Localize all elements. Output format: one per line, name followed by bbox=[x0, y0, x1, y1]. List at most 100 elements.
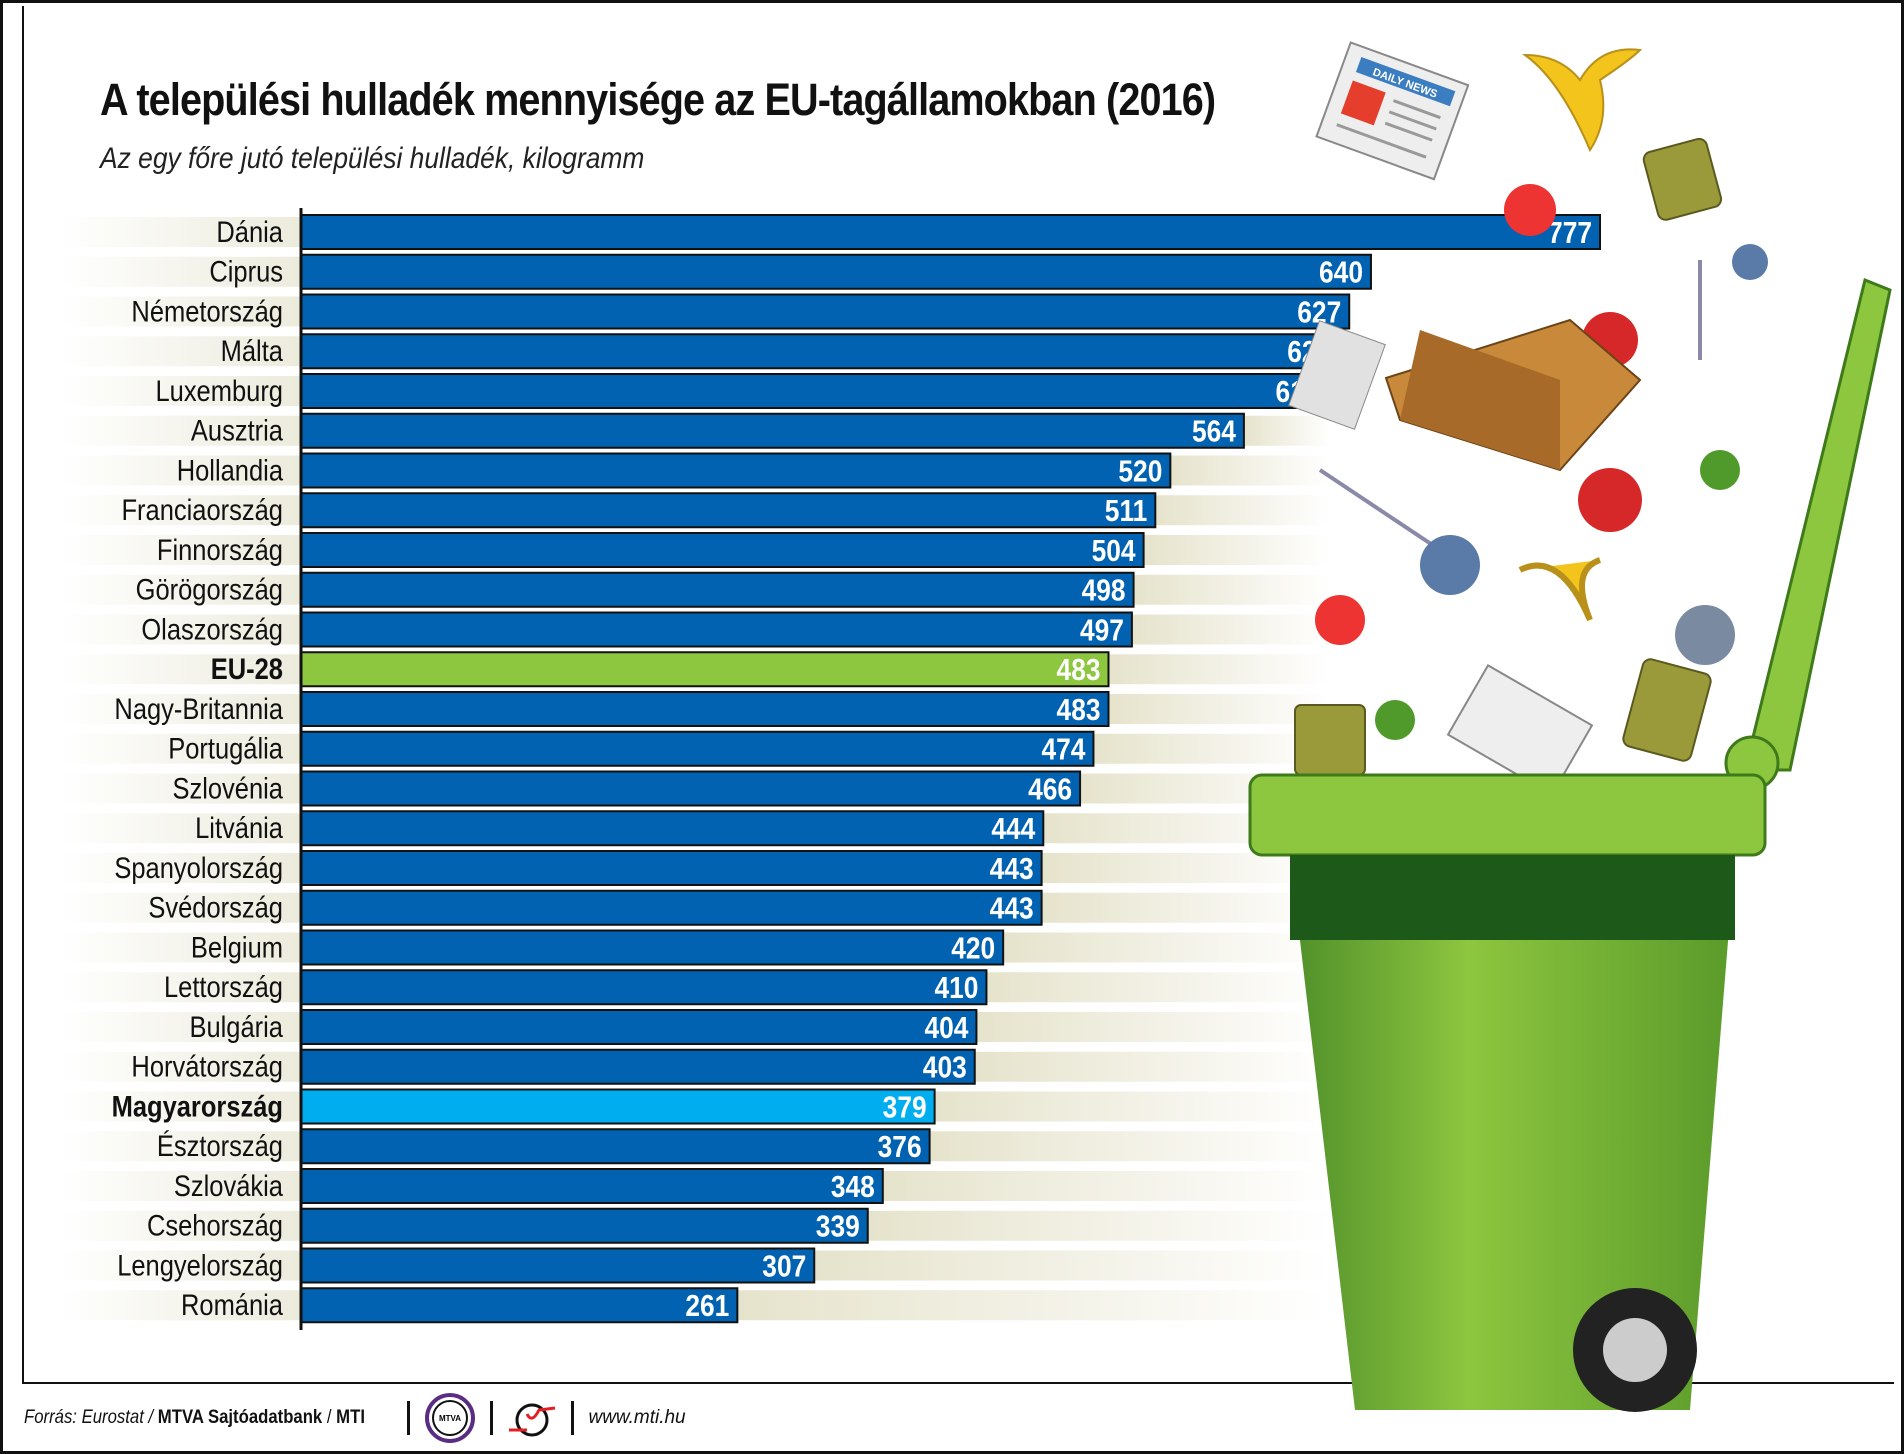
data-label: 339 bbox=[816, 1210, 860, 1244]
bar bbox=[300, 412, 1245, 449]
tin-can-icon bbox=[1294, 704, 1366, 776]
bar bbox=[300, 730, 1095, 767]
bar bbox=[300, 611, 1133, 648]
website-link[interactable]: www.mti.hu bbox=[588, 1407, 686, 1428]
newspaper-icon: DAILY NEWS bbox=[1315, 41, 1470, 181]
data-label: 497 bbox=[1080, 614, 1124, 648]
category-label: Szlovákia bbox=[174, 1169, 284, 1202]
data-label: 379 bbox=[883, 1091, 927, 1125]
data-label: 420 bbox=[951, 932, 995, 966]
row-stripe bbox=[60, 1250, 301, 1281]
bar bbox=[300, 810, 1045, 847]
row-stripe bbox=[1170, 455, 1330, 486]
category-label: Észtország bbox=[157, 1129, 283, 1162]
row-stripe bbox=[60, 654, 301, 685]
row-stripe bbox=[60, 614, 301, 645]
category-label: Románia bbox=[181, 1288, 283, 1321]
category-label: Olaszország bbox=[141, 613, 283, 646]
bar bbox=[300, 452, 1172, 489]
category-label: Horvátország bbox=[131, 1050, 283, 1083]
category-label: Lettország bbox=[164, 970, 283, 1003]
row-stripe bbox=[60, 574, 301, 605]
row-stripe bbox=[60, 455, 301, 486]
newspaper-icon bbox=[1446, 663, 1594, 797]
bar bbox=[300, 850, 1043, 886]
source-text: Forrás: Eurostat / MTVA Sajtóadatbank / … bbox=[24, 1407, 365, 1428]
bar bbox=[300, 1088, 936, 1125]
category-label: Dánia bbox=[216, 215, 283, 248]
bar bbox=[300, 1128, 931, 1165]
bin-rim bbox=[1248, 773, 1767, 857]
bin-lid bbox=[1743, 277, 1892, 772]
row-stripe bbox=[1108, 694, 1330, 724]
bars: 7776406276216145645205115044984974834834… bbox=[300, 214, 1601, 1324]
category-label: Bulgária bbox=[189, 1010, 283, 1043]
tin-can-icon bbox=[1642, 137, 1723, 221]
row-stripe bbox=[867, 1210, 1330, 1241]
row-stripe bbox=[60, 853, 301, 883]
data-label: 410 bbox=[935, 971, 979, 1005]
trash-bin-illustration: DAILY NEWS bbox=[1248, 41, 1892, 1412]
data-label: 444 bbox=[991, 812, 1035, 846]
data-label: 376 bbox=[878, 1130, 922, 1164]
row-stripe bbox=[60, 415, 301, 446]
row-stripe bbox=[814, 1250, 1330, 1281]
bar bbox=[300, 293, 1351, 330]
row-stripe bbox=[60, 694, 301, 724]
category-label: Ciprus bbox=[209, 255, 283, 288]
category-label: Spanyolország bbox=[114, 851, 283, 884]
category-label: Málta bbox=[221, 334, 284, 367]
row-stripe bbox=[1133, 574, 1330, 605]
category-label: Luxemburg bbox=[155, 374, 283, 407]
data-label: 511 bbox=[1105, 494, 1147, 528]
category-label: Nagy-Britannia bbox=[114, 692, 283, 725]
row-stripe bbox=[60, 773, 301, 804]
data-label: 474 bbox=[1042, 733, 1086, 767]
bar bbox=[300, 253, 1372, 290]
category-label: Litvánia bbox=[195, 811, 283, 844]
data-label: 307 bbox=[762, 1250, 806, 1284]
row-stripe bbox=[1093, 733, 1330, 764]
row-stripe bbox=[976, 1012, 1330, 1042]
bar bbox=[300, 1048, 976, 1085]
category-label: Franciaország bbox=[121, 493, 283, 526]
bar bbox=[300, 1247, 816, 1284]
bar bbox=[300, 1168, 884, 1204]
apple-core-icon bbox=[1315, 595, 1365, 645]
apple-core-icon bbox=[1504, 184, 1556, 236]
bar bbox=[300, 770, 1082, 807]
row-stripe bbox=[1003, 932, 1330, 963]
category-label: Németország bbox=[131, 295, 283, 328]
category-label: Portugália bbox=[168, 732, 283, 765]
row-stripe bbox=[1131, 614, 1330, 645]
category-label: Szlovénia bbox=[172, 772, 283, 805]
bar bbox=[300, 969, 988, 1006]
bar bbox=[300, 929, 1005, 966]
category-label: Ausztria bbox=[191, 414, 284, 447]
row-stripe bbox=[60, 1131, 301, 1162]
category-label: Svédország bbox=[148, 891, 283, 924]
row-stripe bbox=[60, 336, 301, 367]
row-stripe bbox=[1155, 495, 1330, 526]
row-stripe bbox=[60, 892, 301, 923]
data-label: 483 bbox=[1057, 693, 1101, 727]
row-stripe bbox=[60, 972, 301, 1003]
row-stripe bbox=[60, 535, 301, 565]
bar bbox=[300, 571, 1135, 608]
footer: Forrás: Eurostat / MTVA Sajtóadatbank / … bbox=[24, 1393, 686, 1443]
row-stripe bbox=[60, 1290, 301, 1321]
newspaper-icon bbox=[1288, 320, 1386, 430]
bar bbox=[300, 651, 1110, 688]
chart-frame bbox=[22, 6, 1894, 1384]
parsley-icon bbox=[1375, 700, 1415, 740]
bar bbox=[300, 691, 1110, 727]
row-stripe bbox=[882, 1171, 1330, 1201]
bar bbox=[300, 492, 1157, 529]
row-stripe bbox=[60, 296, 301, 327]
row-stripe bbox=[934, 1091, 1330, 1122]
chart-subtitle: Az egy főre jutó települési hulladék, ki… bbox=[100, 142, 645, 175]
bar bbox=[300, 1009, 978, 1045]
bar bbox=[300, 214, 1601, 250]
data-label: 777 bbox=[1548, 216, 1592, 250]
